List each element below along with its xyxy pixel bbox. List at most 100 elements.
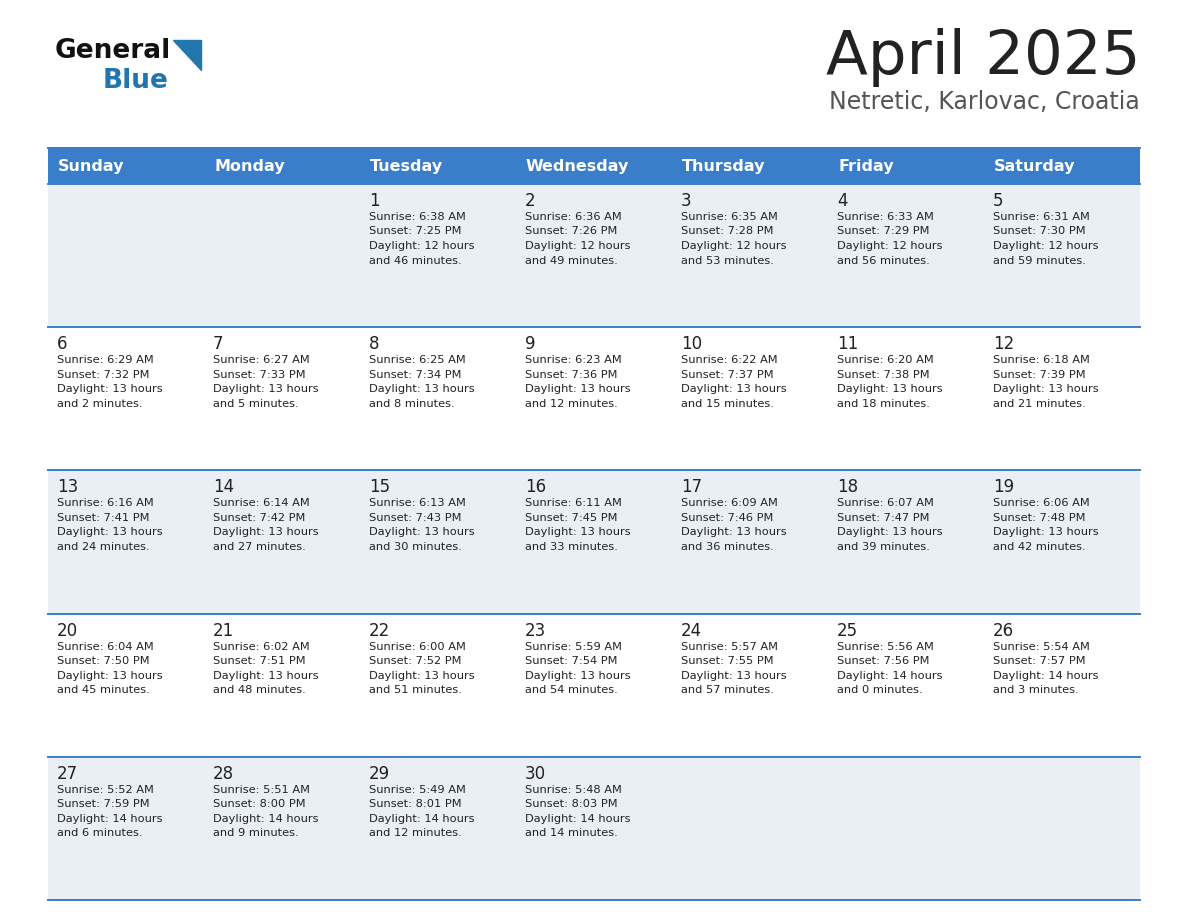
Text: Daylight: 13 hours: Daylight: 13 hours (213, 528, 318, 537)
Text: 8: 8 (369, 335, 379, 353)
Text: Sunrise: 6:07 AM: Sunrise: 6:07 AM (838, 498, 934, 509)
Text: and 42 minutes.: and 42 minutes. (993, 542, 1086, 552)
Text: Sunrise: 6:22 AM: Sunrise: 6:22 AM (681, 355, 778, 365)
Bar (48, 327, 1140, 470)
Text: 1: 1 (369, 192, 380, 210)
Text: Sunset: 7:28 PM: Sunset: 7:28 PM (681, 227, 773, 237)
Text: 25: 25 (838, 621, 858, 640)
Text: Daylight: 12 hours: Daylight: 12 hours (369, 241, 474, 251)
Text: Sunset: 7:54 PM: Sunset: 7:54 PM (525, 656, 618, 666)
Text: Sunset: 8:03 PM: Sunset: 8:03 PM (525, 800, 618, 810)
Text: and 51 minutes.: and 51 minutes. (369, 685, 462, 695)
Text: 19: 19 (993, 478, 1015, 497)
Text: and 49 minutes.: and 49 minutes. (525, 255, 618, 265)
Text: and 12 minutes.: and 12 minutes. (369, 828, 462, 838)
Text: Sunrise: 6:36 AM: Sunrise: 6:36 AM (525, 212, 621, 222)
Text: Sunrise: 6:09 AM: Sunrise: 6:09 AM (681, 498, 778, 509)
Text: Sunset: 7:41 PM: Sunset: 7:41 PM (57, 513, 150, 523)
Text: Sunset: 7:29 PM: Sunset: 7:29 PM (838, 227, 929, 237)
Text: 24: 24 (681, 621, 702, 640)
Text: Friday: Friday (838, 159, 893, 174)
Text: Daylight: 13 hours: Daylight: 13 hours (57, 671, 163, 680)
Text: Daylight: 13 hours: Daylight: 13 hours (213, 385, 318, 394)
Text: 13: 13 (57, 478, 78, 497)
Text: Netretic, Karlovac, Croatia: Netretic, Karlovac, Croatia (829, 90, 1140, 114)
Text: Sunset: 8:00 PM: Sunset: 8:00 PM (213, 800, 305, 810)
Text: and 39 minutes.: and 39 minutes. (838, 542, 930, 552)
Text: 14: 14 (213, 478, 234, 497)
Text: 11: 11 (838, 335, 858, 353)
Text: Sunset: 7:55 PM: Sunset: 7:55 PM (681, 656, 773, 666)
Text: and 30 minutes.: and 30 minutes. (369, 542, 462, 552)
Text: Daylight: 13 hours: Daylight: 13 hours (213, 671, 318, 680)
Text: Daylight: 13 hours: Daylight: 13 hours (838, 528, 942, 537)
Text: Daylight: 13 hours: Daylight: 13 hours (369, 528, 475, 537)
Text: and 14 minutes.: and 14 minutes. (525, 828, 618, 838)
Text: 26: 26 (993, 621, 1015, 640)
Text: Sunset: 7:56 PM: Sunset: 7:56 PM (838, 656, 929, 666)
Text: Daylight: 13 hours: Daylight: 13 hours (838, 385, 942, 394)
Text: Sunrise: 6:33 AM: Sunrise: 6:33 AM (838, 212, 934, 222)
Text: Daylight: 13 hours: Daylight: 13 hours (57, 385, 163, 394)
Text: Wednesday: Wednesday (526, 159, 630, 174)
Text: Sunset: 7:51 PM: Sunset: 7:51 PM (213, 656, 305, 666)
Text: 5: 5 (993, 192, 1004, 210)
Text: Sunrise: 5:52 AM: Sunrise: 5:52 AM (57, 785, 154, 795)
Text: 9: 9 (525, 335, 536, 353)
Text: April 2025: April 2025 (826, 28, 1140, 87)
Text: Daylight: 14 hours: Daylight: 14 hours (525, 813, 631, 823)
Text: 23: 23 (525, 621, 546, 640)
Text: Sunrise: 6:14 AM: Sunrise: 6:14 AM (213, 498, 310, 509)
Text: 3: 3 (681, 192, 691, 210)
Text: Sunrise: 6:29 AM: Sunrise: 6:29 AM (57, 355, 153, 365)
Text: 18: 18 (838, 478, 858, 497)
Text: Sunrise: 6:13 AM: Sunrise: 6:13 AM (369, 498, 466, 509)
Text: and 54 minutes.: and 54 minutes. (525, 685, 618, 695)
Text: Sunrise: 6:18 AM: Sunrise: 6:18 AM (993, 355, 1089, 365)
Text: Sunset: 7:42 PM: Sunset: 7:42 PM (213, 513, 305, 523)
Bar (48, 756, 1140, 900)
Bar (48, 148, 1140, 184)
Text: 30: 30 (525, 765, 546, 783)
Text: Daylight: 12 hours: Daylight: 12 hours (681, 241, 786, 251)
Text: 22: 22 (369, 621, 390, 640)
Text: Daylight: 13 hours: Daylight: 13 hours (681, 528, 786, 537)
Text: Sunrise: 6:04 AM: Sunrise: 6:04 AM (57, 642, 153, 652)
Text: Sunrise: 5:51 AM: Sunrise: 5:51 AM (213, 785, 310, 795)
Text: Sunset: 7:26 PM: Sunset: 7:26 PM (525, 227, 618, 237)
Polygon shape (173, 40, 201, 70)
Text: Thursday: Thursday (682, 159, 765, 174)
Text: Sunset: 7:33 PM: Sunset: 7:33 PM (213, 370, 305, 380)
Text: General: General (55, 38, 171, 64)
Text: Saturday: Saturday (994, 159, 1075, 174)
Text: Sunset: 7:36 PM: Sunset: 7:36 PM (525, 370, 618, 380)
Text: 4: 4 (838, 192, 847, 210)
Text: Sunset: 7:50 PM: Sunset: 7:50 PM (57, 656, 150, 666)
Text: and 53 minutes.: and 53 minutes. (681, 255, 773, 265)
Text: Sunrise: 5:54 AM: Sunrise: 5:54 AM (993, 642, 1089, 652)
Text: Sunset: 7:37 PM: Sunset: 7:37 PM (681, 370, 773, 380)
Text: Sunrise: 5:56 AM: Sunrise: 5:56 AM (838, 642, 934, 652)
Text: 28: 28 (213, 765, 234, 783)
Text: Sunrise: 6:23 AM: Sunrise: 6:23 AM (525, 355, 621, 365)
Text: Sunset: 7:34 PM: Sunset: 7:34 PM (369, 370, 461, 380)
Text: Sunset: 7:43 PM: Sunset: 7:43 PM (369, 513, 461, 523)
Text: Daylight: 14 hours: Daylight: 14 hours (213, 813, 318, 823)
Text: and 21 minutes.: and 21 minutes. (993, 398, 1086, 409)
Text: 16: 16 (525, 478, 546, 497)
Text: Sunrise: 6:00 AM: Sunrise: 6:00 AM (369, 642, 466, 652)
Text: Sunset: 7:47 PM: Sunset: 7:47 PM (838, 513, 929, 523)
Text: Monday: Monday (214, 159, 285, 174)
Text: Sunrise: 6:27 AM: Sunrise: 6:27 AM (213, 355, 310, 365)
Text: 6: 6 (57, 335, 68, 353)
Text: 10: 10 (681, 335, 702, 353)
Text: and 36 minutes.: and 36 minutes. (681, 542, 773, 552)
Text: and 48 minutes.: and 48 minutes. (213, 685, 305, 695)
Text: and 56 minutes.: and 56 minutes. (838, 255, 930, 265)
Text: and 9 minutes.: and 9 minutes. (213, 828, 298, 838)
Text: Daylight: 12 hours: Daylight: 12 hours (993, 241, 1099, 251)
Text: Daylight: 13 hours: Daylight: 13 hours (993, 385, 1099, 394)
Text: and 6 minutes.: and 6 minutes. (57, 828, 143, 838)
Text: Daylight: 14 hours: Daylight: 14 hours (57, 813, 163, 823)
Text: and 2 minutes.: and 2 minutes. (57, 398, 143, 409)
